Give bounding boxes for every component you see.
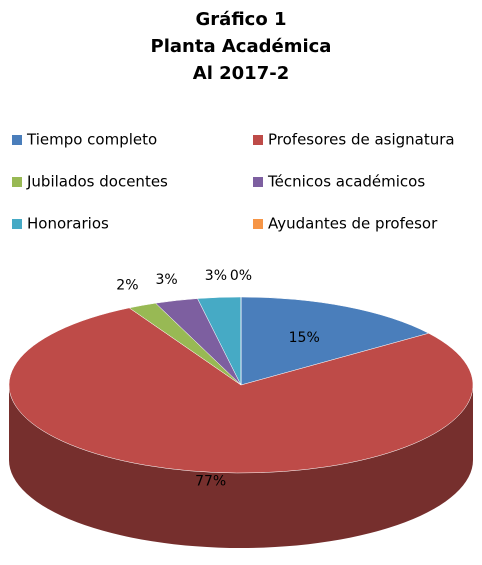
data-label: 77% bbox=[195, 474, 226, 490]
legend-label: Jubilados docentes bbox=[26, 173, 168, 191]
legend-label: Tiempo completo bbox=[26, 131, 157, 149]
data-label: 0% bbox=[230, 268, 252, 284]
slice-side bbox=[9, 385, 473, 548]
chart-title: Al 2017-2 bbox=[193, 63, 289, 84]
data-label: 2% bbox=[116, 277, 138, 293]
slice bbox=[240, 296, 430, 386]
legend-swatch bbox=[253, 177, 263, 187]
legend-label: Ayudantes de profesor bbox=[268, 215, 438, 233]
chart-title: Gráfico 1 bbox=[196, 9, 287, 30]
data-label: 3% bbox=[205, 268, 227, 284]
legend-label: Técnicos académicos bbox=[267, 173, 425, 191]
legend-swatch bbox=[253, 135, 263, 145]
chart-title: Planta Académica bbox=[151, 36, 332, 57]
data-label: 3% bbox=[155, 272, 177, 288]
legend-swatch bbox=[12, 219, 22, 229]
legend-swatch bbox=[12, 177, 22, 187]
data-label: 15% bbox=[289, 330, 320, 346]
legend-swatch bbox=[253, 219, 263, 229]
legend-label: Profesores de asignatura bbox=[268, 131, 455, 149]
legend-swatch bbox=[12, 135, 22, 145]
slice bbox=[8, 307, 474, 474]
legend-label: Honorarios bbox=[27, 215, 109, 233]
